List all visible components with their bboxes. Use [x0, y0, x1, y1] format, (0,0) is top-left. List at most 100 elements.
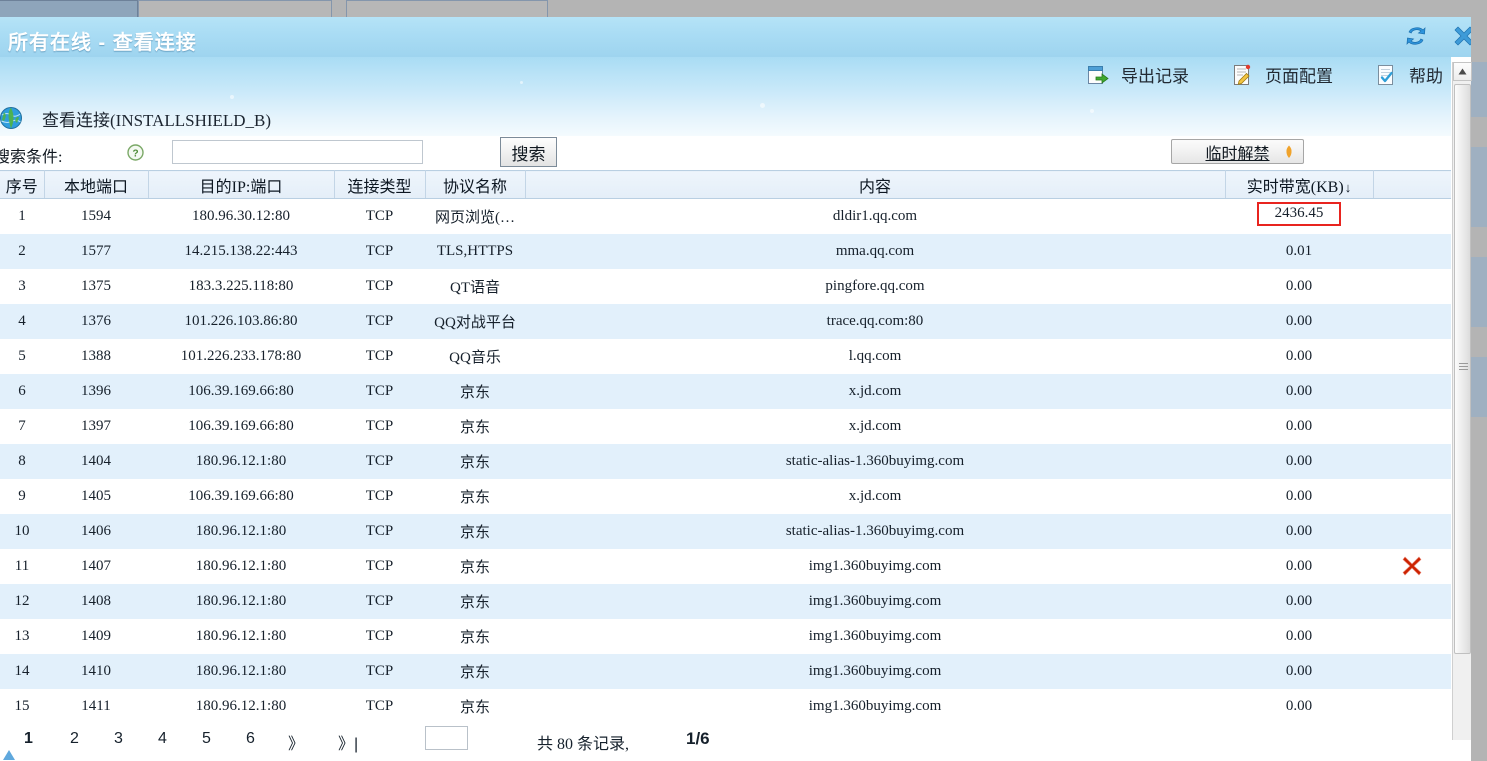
column-header-dest-ip[interactable]: 目的IP:端口 — [148, 170, 335, 199]
export-icon — [1087, 64, 1109, 86]
bandwidth-highlight-box: 2436.45 — [1256, 202, 1342, 227]
cell-local-port: 1410 — [44, 653, 148, 689]
page-link-1[interactable]: 1 — [24, 730, 33, 747]
cell-conn-type: TCP — [334, 408, 425, 444]
cell-content: static-alias-1.360buyimg.com — [525, 513, 1225, 549]
cell-conn-type: TCP — [334, 268, 425, 304]
help-doc-icon — [1375, 64, 1397, 86]
page-link-6[interactable]: 6 — [246, 730, 255, 747]
cell-actions — [1373, 443, 1451, 479]
scroll-left-arrow-icon[interactable] — [2, 748, 16, 760]
cell-index: 15 — [0, 688, 44, 724]
window-title-bar: 所有在线 - 查看连接 — [0, 17, 1487, 57]
search-button[interactable]: 搜索 — [500, 137, 557, 167]
column-header-local-port[interactable]: 本地端口 — [44, 170, 149, 199]
cell-content: x.jd.com — [525, 373, 1225, 409]
gutter-segment — [1471, 62, 1487, 117]
table-row[interactable]: 2 1577 14.215.138.22:443 TCP TLS,HTTPS mma.qq… — [0, 233, 1451, 269]
cell-dest-ip: 180.96.12.1:80 — [148, 513, 334, 549]
toolbar-help-button[interactable]: 帮助 — [1375, 62, 1443, 87]
cell-conn-type: TCP — [334, 233, 425, 269]
toolbar-export-button[interactable]: 导出记录 — [1087, 62, 1189, 87]
cell-bandwidth: 0.00 — [1225, 548, 1373, 584]
refresh-icon[interactable] — [1403, 23, 1429, 49]
table-row[interactable]: 14 1410 180.96.12.1:80 TCP 京东 img1.360buyimg.… — [0, 653, 1451, 689]
table-row[interactable]: 10 1406 180.96.12.1:80 TCP 京东 static-alias-1.… — [0, 513, 1451, 549]
toolbar-export-label: 导出记录 — [1121, 67, 1189, 86]
column-header-protocol[interactable]: 协议名称 — [425, 170, 526, 199]
cell-content: pingfore.qq.com — [525, 268, 1225, 304]
table-row[interactable]: 3 1375 183.3.225.118:80 TCP QT语音 pingfore.qq.… — [0, 268, 1451, 304]
table-row[interactable]: 15 1411 180.96.12.1:80 TCP 京东 img1.360buyimg.… — [0, 688, 1451, 724]
cell-content: x.jd.com — [525, 478, 1225, 514]
column-header-conn-type[interactable]: 连接类型 — [334, 170, 426, 199]
table-row[interactable]: 11 1407 180.96.12.1:80 TCP 京东 img1.360buyimg.… — [0, 548, 1451, 584]
cell-actions[interactable] — [1373, 548, 1451, 584]
table-row[interactable]: 13 1409 180.96.12.1:80 TCP 京东 img1.360buyimg.… — [0, 618, 1451, 654]
table-row[interactable]: 1 1594 180.96.30.12:80 TCP 网页浏览(… dldir1.qq.c… — [0, 198, 1451, 234]
question-mark-icon[interactable]: ? — [127, 144, 144, 161]
column-header-content[interactable]: 内容 — [525, 170, 1226, 199]
table-row[interactable]: 4 1376 101.226.103.86:80 TCP QQ对战平台 trace.qq.… — [0, 303, 1451, 339]
scrollbar-thumb[interactable] — [1454, 84, 1471, 654]
cell-content: img1.360buyimg.com — [525, 688, 1225, 724]
cell-index: 12 — [0, 583, 44, 619]
table-row[interactable]: 5 1388 101.226.233.178:80 TCP QQ音乐 l.qq.com 0.… — [0, 338, 1451, 374]
cell-actions — [1373, 688, 1451, 724]
table-row[interactable]: 8 1404 180.96.12.1:80 TCP 京东 static-alias-1.3… — [0, 443, 1451, 479]
page-link-2[interactable]: 2 — [70, 730, 79, 747]
cell-dest-ip: 106.39.169.66:80 — [148, 373, 334, 409]
cell-index: 13 — [0, 618, 44, 654]
browser-tab-1[interactable] — [0, 0, 138, 17]
cell-actions — [1373, 198, 1451, 234]
cell-content: x.jd.com — [525, 408, 1225, 444]
page-link-5[interactable]: 5 — [202, 730, 211, 747]
column-header-index[interactable]: 序号 — [0, 170, 45, 199]
scrollbar-grip-icon — [1459, 363, 1468, 372]
cell-protocol: 京东 — [425, 688, 525, 724]
delete-icon[interactable] — [1401, 555, 1423, 577]
cell-content: dldir1.qq.com — [525, 198, 1225, 234]
search-input[interactable] — [172, 140, 423, 164]
cell-dest-ip: 180.96.12.1:80 — [148, 443, 334, 479]
table-row[interactable]: 12 1408 180.96.12.1:80 TCP 京东 img1.360buyimg.… — [0, 583, 1451, 619]
search-label: 搜索条件: — [0, 149, 63, 166]
table-row[interactable]: 9 1405 106.39.169.66:80 TCP 京东 x.jd.com 0.00 — [0, 478, 1451, 514]
cell-bandwidth: 0.00 — [1225, 583, 1373, 619]
cell-local-port: 1406 — [44, 513, 148, 549]
cell-protocol: 网页浏览(… — [425, 198, 525, 234]
cell-index: 1 — [0, 198, 44, 234]
page-link-4[interactable]: 4 — [158, 730, 167, 747]
cell-conn-type: TCP — [334, 443, 425, 479]
cell-index: 3 — [0, 268, 44, 304]
cell-protocol: QQ音乐 — [425, 338, 525, 374]
svg-text:?: ? — [132, 148, 138, 159]
page-link-3[interactable]: 3 — [114, 730, 123, 747]
page-header-title: 查看连接(INSTALLSHIELD_B) — [42, 110, 272, 130]
cell-local-port: 1594 — [44, 198, 148, 234]
cell-dest-ip: 106.39.169.66:80 — [148, 478, 334, 514]
page-jump-input[interactable] — [425, 726, 468, 750]
toolbar-page-config-button[interactable]: 页面配置 — [1231, 62, 1333, 87]
scroll-up-arrow-icon[interactable] — [1453, 62, 1472, 81]
vertical-scrollbar[interactable] — [1452, 62, 1472, 740]
cell-content: l.qq.com — [525, 338, 1225, 374]
browser-tab-3[interactable] — [346, 0, 548, 17]
cell-dest-ip: 101.226.233.178:80 — [148, 338, 334, 374]
browser-tab-2[interactable] — [138, 0, 332, 17]
column-header-bandwidth[interactable]: 实时带宽(KB)↓ — [1225, 170, 1374, 199]
cell-dest-ip: 101.226.103.86:80 — [148, 303, 334, 339]
sparkle-decoration — [1090, 109, 1094, 113]
temporary-unban-button[interactable]: 临时解禁 — [1171, 139, 1304, 164]
cell-dest-ip: 183.3.225.118:80 — [148, 268, 334, 304]
page-last-button[interactable]: 》| — [338, 736, 359, 753]
table-row[interactable]: 6 1396 106.39.169.66:80 TCP 京东 x.jd.com 0.00 — [0, 373, 1451, 409]
cell-actions — [1373, 268, 1451, 304]
cell-dest-ip: 106.39.169.66:80 — [148, 408, 334, 444]
table-row[interactable]: 7 1397 106.39.169.66:80 TCP 京东 x.jd.com 0.00 — [0, 408, 1451, 444]
cell-actions — [1373, 233, 1451, 269]
page-next-group-button[interactable]: 》 — [288, 736, 305, 753]
close-icon[interactable] — [1451, 23, 1477, 49]
cell-content: img1.360buyimg.com — [525, 618, 1225, 654]
